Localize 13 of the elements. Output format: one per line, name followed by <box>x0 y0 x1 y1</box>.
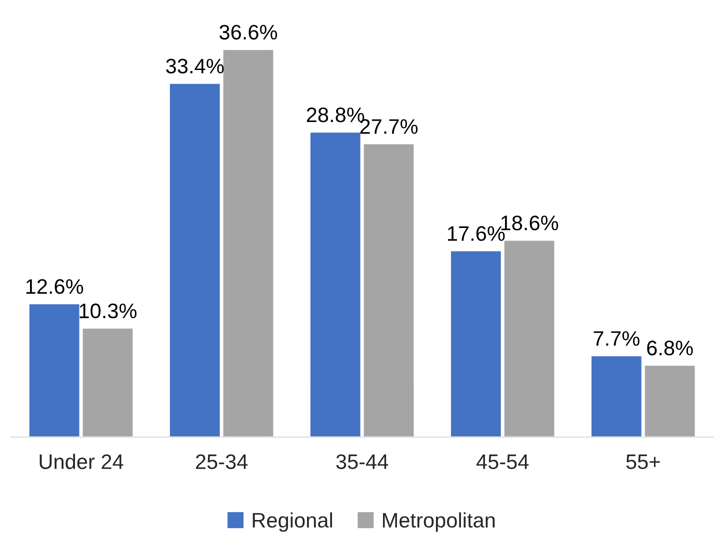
x-tick-label: 25-34 <box>196 454 248 470</box>
data-label: 12.6% <box>26 279 84 294</box>
data-label: 36.6% <box>220 24 278 40</box>
data-label: 10.3% <box>80 304 137 318</box>
data-label: 7.7% <box>594 331 640 346</box>
legend-label: Metropolitan <box>383 512 495 532</box>
x-tick-label: 45-54 <box>476 454 529 470</box>
legend-label: Regional <box>252 512 332 532</box>
x-tick-label: 55+ <box>626 454 660 470</box>
x-tick-label: 35-44 <box>336 454 388 470</box>
x-tick-label: Under 24 <box>40 454 124 470</box>
data-label: 33.4% <box>166 58 224 74</box>
data-label: 6.8% <box>647 340 693 356</box>
